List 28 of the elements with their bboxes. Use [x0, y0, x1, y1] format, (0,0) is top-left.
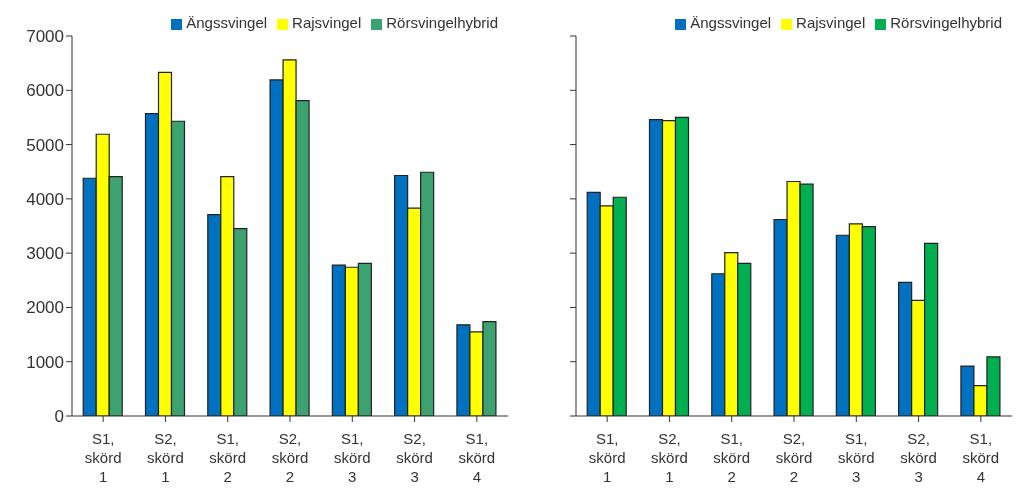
y-tick-label: 6000 — [26, 81, 64, 101]
x-tick-label: S1, skörd 2 — [713, 430, 751, 485]
x-tick-label: S1, skörd 4 — [458, 430, 496, 485]
y-tick-label: 0 — [54, 407, 64, 427]
x-tick-label: S1, skörd 3 — [333, 430, 371, 485]
x-tick-label: S1, skörd 1 — [84, 430, 122, 485]
legend-label: Rörsvingelhybrid — [890, 14, 1002, 31]
x-tick-label: S2, skörd 1 — [147, 430, 184, 485]
legend-label: Rajsvingel — [796, 14, 866, 31]
legend-label: Ängssvingel — [186, 14, 268, 31]
y-tick-label: 2000 — [26, 298, 64, 318]
x-tick-label: S2, skörd 1 — [651, 430, 688, 485]
legend-label: Ängssvingel — [690, 14, 772, 31]
legend-label: Rörsvingelhybrid — [386, 14, 498, 31]
legend-label: Rajsvingel — [292, 14, 362, 31]
x-tick-label: S1, skörd 3 — [837, 430, 875, 485]
x-tick-label: S2, skörd 3 — [396, 430, 433, 485]
x-tick-label: S2, skörd 2 — [271, 430, 309, 485]
y-tick-label: 4000 — [26, 189, 64, 209]
y-tick-label: 3000 — [26, 244, 64, 264]
x-tick-label: S2, skörd 2 — [775, 430, 813, 485]
y-tick-label: 5000 — [26, 135, 64, 155]
y-tick-label: 1000 — [26, 352, 64, 372]
x-tick-label: S1, skörd 1 — [588, 430, 626, 485]
x-tick-label: S1, skörd 4 — [962, 430, 1000, 485]
y-tick-label: 7000 — [26, 27, 64, 47]
x-tick-label: S1, skörd 2 — [209, 430, 247, 485]
x-tick-label: S2, skörd 3 — [900, 430, 937, 485]
